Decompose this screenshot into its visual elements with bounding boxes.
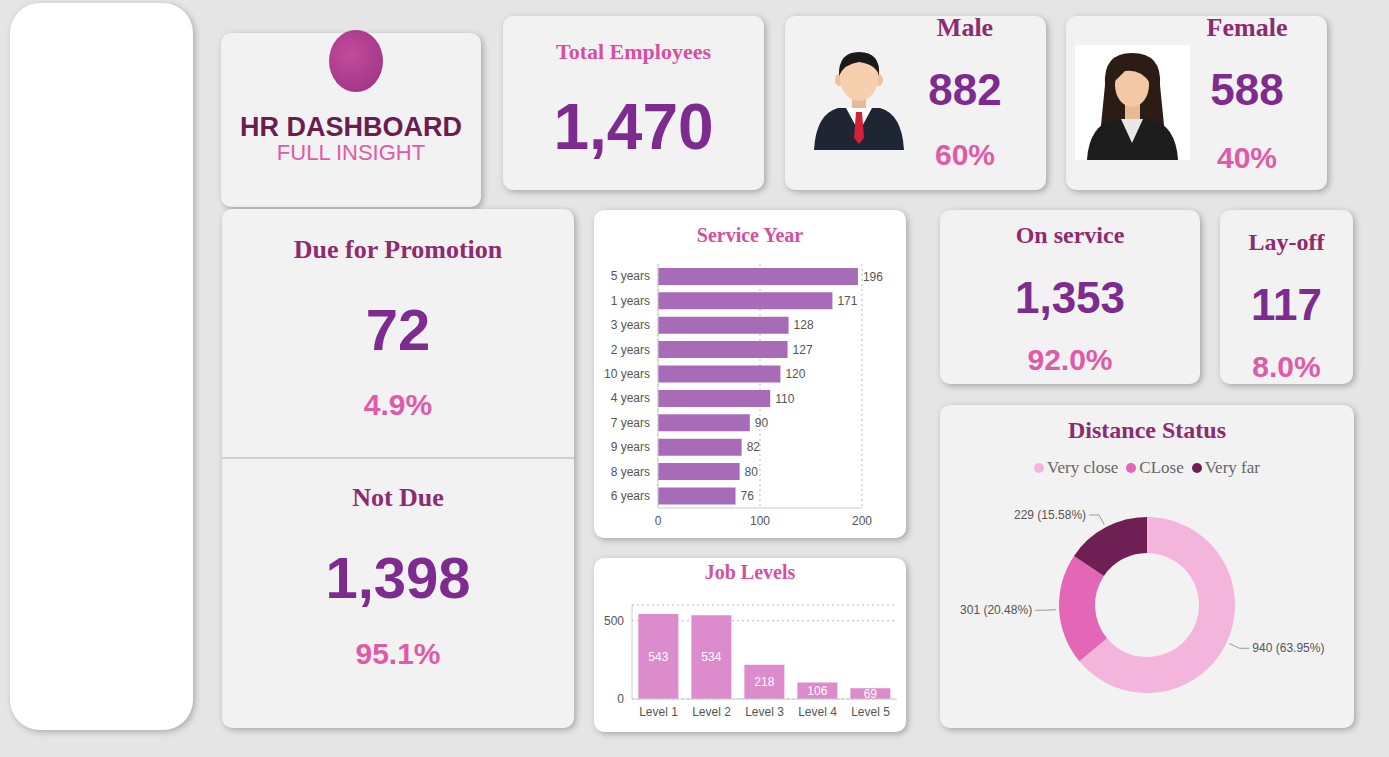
html-text:CLose: CLose bbox=[1139, 458, 1184, 477]
svg-text:Level 5: Level 5 bbox=[851, 705, 890, 719]
html-text:4.9%: 4.9% bbox=[363, 388, 433, 421]
html-text:Not Due: Not Due bbox=[352, 483, 444, 513]
html-text:117: 117 bbox=[1251, 279, 1322, 329]
html-text:Service Year: Service Year bbox=[696, 224, 804, 246]
svg-text:100: 100 bbox=[750, 514, 770, 528]
svg-text:196: 196 bbox=[863, 270, 883, 284]
html-text:HR DASHBOARD: HR DASHBOARD bbox=[240, 111, 462, 142]
svg-text:2 years: 2 years bbox=[611, 343, 650, 357]
html-text:Distance Status: Distance Status bbox=[1068, 416, 1226, 443]
svg-text:106: 106 bbox=[807, 684, 827, 698]
svg-text:Level 4: Level 4 bbox=[798, 705, 837, 719]
html-text:1,470: 1,470 bbox=[553, 90, 714, 163]
html-text:882: 882 bbox=[928, 64, 1002, 114]
html-text:588: 588 bbox=[1210, 64, 1284, 114]
html-text:92.0%: 92.0% bbox=[1027, 343, 1113, 376]
svg-text:543: 543 bbox=[648, 650, 668, 664]
html-text:FULL INSIGHT: FULL INSIGHT bbox=[276, 139, 426, 165]
svg-text:Level 1: Level 1 bbox=[639, 705, 678, 719]
svg-text:110: 110 bbox=[775, 392, 794, 406]
svg-text:Level 3: Level 3 bbox=[745, 705, 784, 719]
svg-text:10 years: 10 years bbox=[604, 367, 650, 381]
svg-text:940 (63.95%): 940 (63.95%) bbox=[1252, 641, 1324, 655]
html-text:Very far: Very far bbox=[1204, 458, 1260, 477]
html-text:8.0%: 8.0% bbox=[1252, 350, 1321, 383]
svg-text:218: 218 bbox=[754, 675, 774, 689]
svg-text:5 years: 5 years bbox=[611, 269, 650, 283]
html-text:72: 72 bbox=[365, 297, 431, 363]
svg-text:8 years: 8 years bbox=[611, 465, 650, 479]
svg-text:Level 2: Level 2 bbox=[692, 705, 731, 719]
html-text:60%: 60% bbox=[935, 138, 995, 171]
svg-text:1 years: 1 years bbox=[611, 294, 650, 308]
html-text:Job Levels: Job Levels bbox=[704, 561, 796, 583]
html-text:1,353: 1,353 bbox=[1014, 272, 1125, 322]
svg-text:4 years: 4 years bbox=[611, 391, 650, 405]
html-text:95.1%: 95.1% bbox=[355, 637, 441, 670]
svg-text:200: 200 bbox=[852, 514, 872, 528]
svg-text:9 years: 9 years bbox=[611, 440, 650, 454]
html-text:Lay-off: Lay-off bbox=[1248, 228, 1325, 255]
svg-text:6 years: 6 years bbox=[611, 489, 650, 503]
html-text:Male: Male bbox=[936, 13, 994, 43]
svg-text:3 years: 3 years bbox=[611, 318, 650, 332]
html-text:40%: 40% bbox=[1217, 141, 1277, 174]
svg-text:500: 500 bbox=[604, 614, 624, 628]
html-text:Female: Female bbox=[1206, 13, 1288, 43]
svg-text:171: 171 bbox=[837, 294, 857, 308]
svg-text:0: 0 bbox=[617, 692, 624, 706]
svg-text:69: 69 bbox=[864, 687, 878, 701]
svg-text:76: 76 bbox=[741, 489, 755, 503]
html-text:1,398: 1,398 bbox=[325, 545, 471, 611]
svg-text:127: 127 bbox=[793, 343, 813, 357]
svg-text:534: 534 bbox=[701, 650, 721, 664]
svg-text:301 (20.48%): 301 (20.48%) bbox=[960, 603, 1032, 617]
svg-text:7 years: 7 years bbox=[611, 416, 650, 430]
html-text:Very close: Very close bbox=[1047, 458, 1119, 477]
svg-text:82: 82 bbox=[747, 440, 761, 454]
svg-text:128: 128 bbox=[794, 318, 814, 332]
svg-text:120: 120 bbox=[785, 367, 805, 381]
svg-text:229 (15.58%): 229 (15.58%) bbox=[1014, 508, 1086, 522]
html-text:Due for Promotion: Due for Promotion bbox=[293, 235, 503, 265]
svg-text:90: 90 bbox=[755, 416, 769, 430]
html-text:Total Employees: Total Employees bbox=[556, 38, 711, 64]
svg-text:80: 80 bbox=[745, 465, 759, 479]
svg-text:0: 0 bbox=[655, 514, 662, 528]
html-text:On service: On service bbox=[1015, 221, 1125, 248]
